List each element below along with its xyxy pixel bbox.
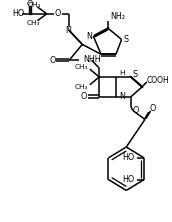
Text: O: O <box>80 92 87 101</box>
Text: HO: HO <box>12 9 24 18</box>
Text: N: N <box>119 92 125 101</box>
Text: S: S <box>133 71 138 79</box>
Text: CH₃: CH₃ <box>74 64 88 70</box>
Text: CH₃: CH₃ <box>28 2 41 8</box>
Text: O: O <box>49 56 56 65</box>
Text: CH₃: CH₃ <box>74 84 88 90</box>
Text: O: O <box>149 104 156 113</box>
Text: O: O <box>133 106 139 115</box>
Text: COOH: COOH <box>147 76 170 85</box>
Text: S: S <box>123 35 129 44</box>
Text: N: N <box>86 32 92 41</box>
Text: N: N <box>65 26 71 35</box>
Text: HO: HO <box>122 175 135 184</box>
Text: HO: HO <box>122 153 135 162</box>
Text: H: H <box>119 70 124 76</box>
Text: CH₃: CH₃ <box>27 20 40 26</box>
Text: O: O <box>27 0 33 9</box>
Text: NH₂: NH₂ <box>110 12 125 21</box>
Text: O: O <box>55 9 61 18</box>
Text: NHH: NHH <box>83 55 101 64</box>
